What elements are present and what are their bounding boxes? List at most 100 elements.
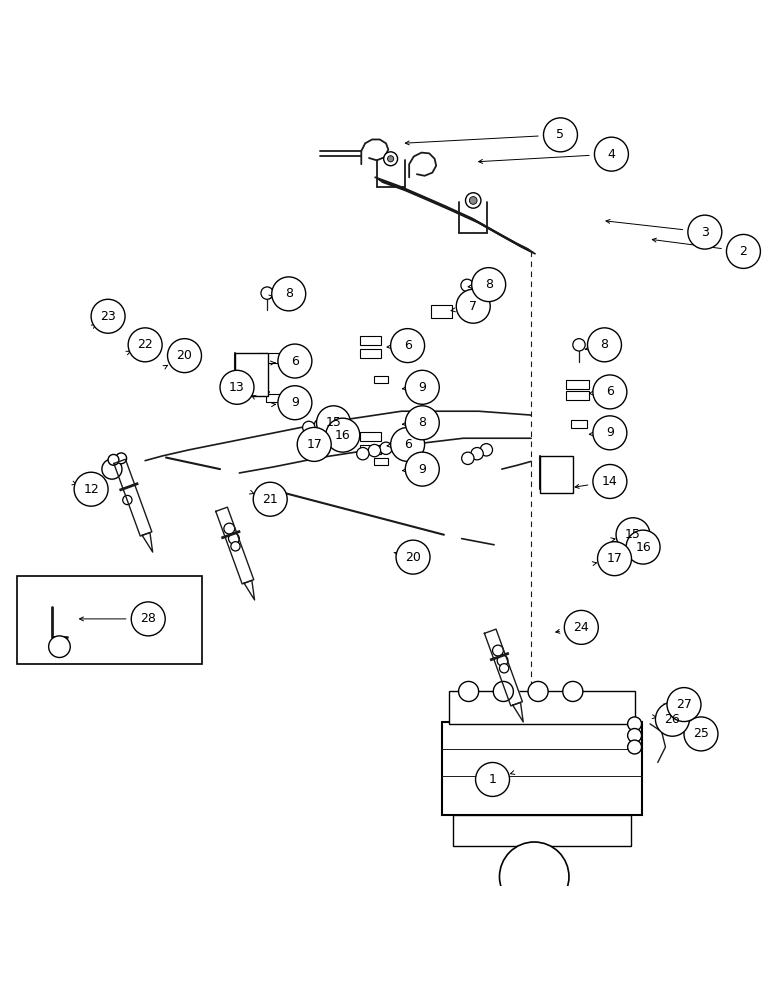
Circle shape [396,540,430,574]
Circle shape [272,277,306,311]
Text: 20: 20 [177,349,192,362]
Bar [566,380,589,389]
Bar [258,353,279,363]
Text: 28: 28 [141,612,156,625]
Text: 14: 14 [602,475,618,488]
Bar [449,691,635,724]
Circle shape [231,542,240,551]
Circle shape [168,339,201,373]
Bar [360,349,381,358]
Circle shape [357,448,369,460]
Bar [374,458,388,465]
Circle shape [405,406,439,440]
Circle shape [317,406,350,440]
Circle shape [253,482,287,516]
Circle shape [49,636,70,657]
Circle shape [405,452,439,486]
Circle shape [278,386,312,420]
Circle shape [593,416,627,450]
Circle shape [593,375,627,409]
Circle shape [380,442,392,454]
Bar [360,432,381,441]
Circle shape [564,610,598,644]
Polygon shape [215,507,254,584]
Circle shape [476,762,510,796]
Circle shape [128,328,162,362]
Circle shape [297,427,331,461]
Circle shape [616,518,650,552]
Circle shape [261,287,273,299]
Text: 17: 17 [306,438,322,451]
Circle shape [611,556,621,567]
Circle shape [594,137,628,171]
Text: 21: 21 [262,493,278,506]
Bar [442,722,642,815]
Circle shape [667,688,701,722]
Bar [17,576,202,664]
Text: 9: 9 [418,381,426,394]
Text: 9: 9 [291,396,299,409]
Text: 8: 8 [485,278,493,291]
Circle shape [469,197,477,204]
Circle shape [573,339,585,351]
Circle shape [528,681,548,701]
Polygon shape [244,580,255,600]
Circle shape [493,645,503,656]
Circle shape [684,717,718,751]
Circle shape [628,729,642,742]
Circle shape [405,370,439,404]
Bar [235,353,268,396]
Circle shape [461,279,473,292]
Text: 12: 12 [83,483,99,496]
Bar [453,815,631,846]
Bar [374,376,388,383]
Circle shape [620,547,631,558]
Text: 5: 5 [557,128,564,141]
Circle shape [493,681,513,701]
Bar [571,420,587,428]
Text: 23: 23 [100,310,116,323]
Text: 22: 22 [137,338,153,351]
Circle shape [655,702,689,736]
Polygon shape [113,459,152,536]
Text: 13: 13 [229,381,245,394]
Circle shape [224,523,235,534]
Circle shape [326,418,360,452]
Circle shape [499,842,569,911]
Text: 8: 8 [285,287,293,300]
Circle shape [388,156,394,162]
Polygon shape [513,702,523,722]
Text: 27: 27 [676,698,692,711]
Text: 4: 4 [608,148,615,161]
Circle shape [108,454,119,465]
Text: 15: 15 [625,528,641,541]
Bar [360,336,381,345]
Text: 9: 9 [606,426,614,439]
Text: 6: 6 [404,438,411,451]
Circle shape [456,289,490,323]
Text: 26: 26 [665,713,680,726]
Polygon shape [142,533,153,552]
Circle shape [628,717,642,731]
Circle shape [587,328,621,362]
Circle shape [229,533,239,544]
Bar [431,305,452,318]
Circle shape [598,542,631,576]
Circle shape [220,370,254,404]
Text: 20: 20 [405,551,421,564]
Bar [266,394,280,402]
Circle shape [626,536,637,547]
Circle shape [116,453,127,464]
Circle shape [384,152,398,166]
Circle shape [628,740,642,754]
Text: 24: 24 [574,621,589,634]
Text: 9: 9 [418,463,426,476]
Text: 7: 7 [469,300,477,313]
Circle shape [626,530,660,564]
Circle shape [329,416,340,427]
Text: 8: 8 [601,338,608,351]
Bar [566,391,589,400]
Circle shape [543,118,577,152]
Circle shape [314,419,327,431]
Circle shape [497,655,508,666]
